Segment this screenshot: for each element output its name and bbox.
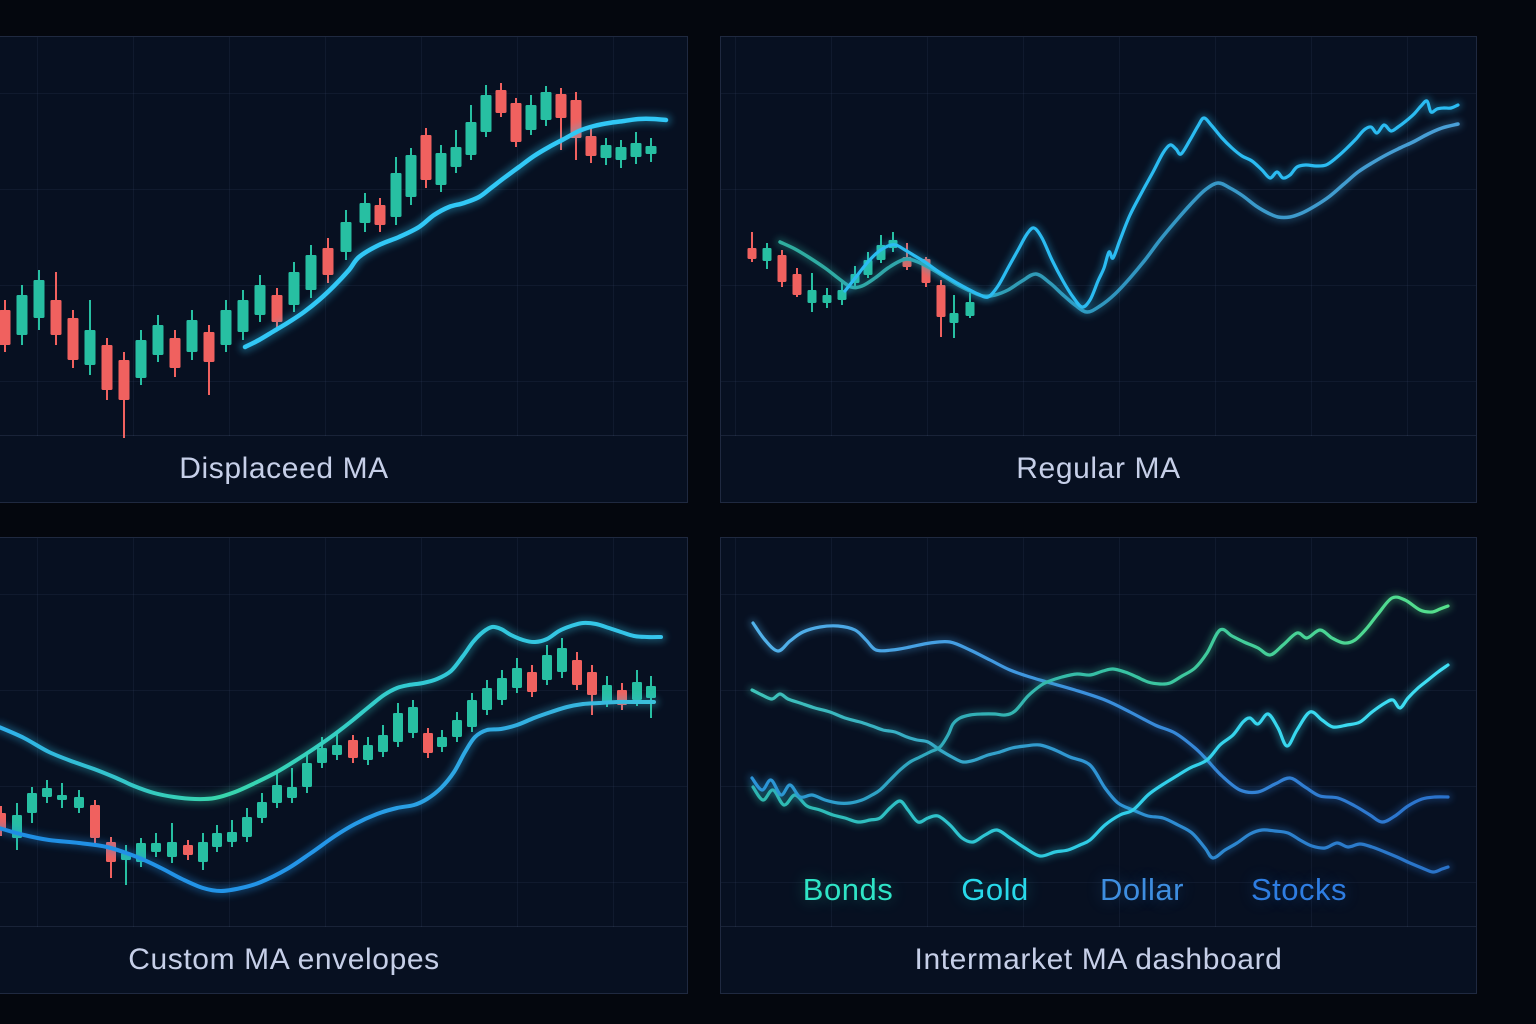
chart-regular-ma (721, 37, 1476, 436)
panel-displaced-ma: Displaceed MA (0, 36, 688, 503)
legend-label-gold: Gold (961, 872, 1029, 907)
panel-regular-ma: Regular MA (720, 36, 1477, 503)
panel-caption-custom-ma-envelopes: Custom MA envelopes (0, 926, 687, 993)
chart-intermarket-dashboard: Bonds Gold Dollar Stocks (721, 538, 1476, 927)
legend-label-bonds: Bonds (802, 872, 894, 907)
chart-custom-ma-envelopes (0, 538, 687, 927)
panel-caption-regular-ma: Regular MA (721, 435, 1476, 502)
legend-label-dollar: Dollar (1100, 872, 1184, 907)
legend-label-stocks: Stocks (1250, 872, 1348, 907)
panel-custom-ma-envelopes: Custom MA envelopes (0, 537, 688, 994)
panel-caption-intermarket-dashboard: Intermarket MA dashboard (721, 926, 1476, 993)
panel-caption-displaced-ma: Displaceed MA (0, 435, 687, 502)
panel-intermarket-dashboard: Bonds Gold Dollar Stocks Intermarket MA … (720, 537, 1477, 994)
chart-displaced-ma (0, 37, 687, 438)
